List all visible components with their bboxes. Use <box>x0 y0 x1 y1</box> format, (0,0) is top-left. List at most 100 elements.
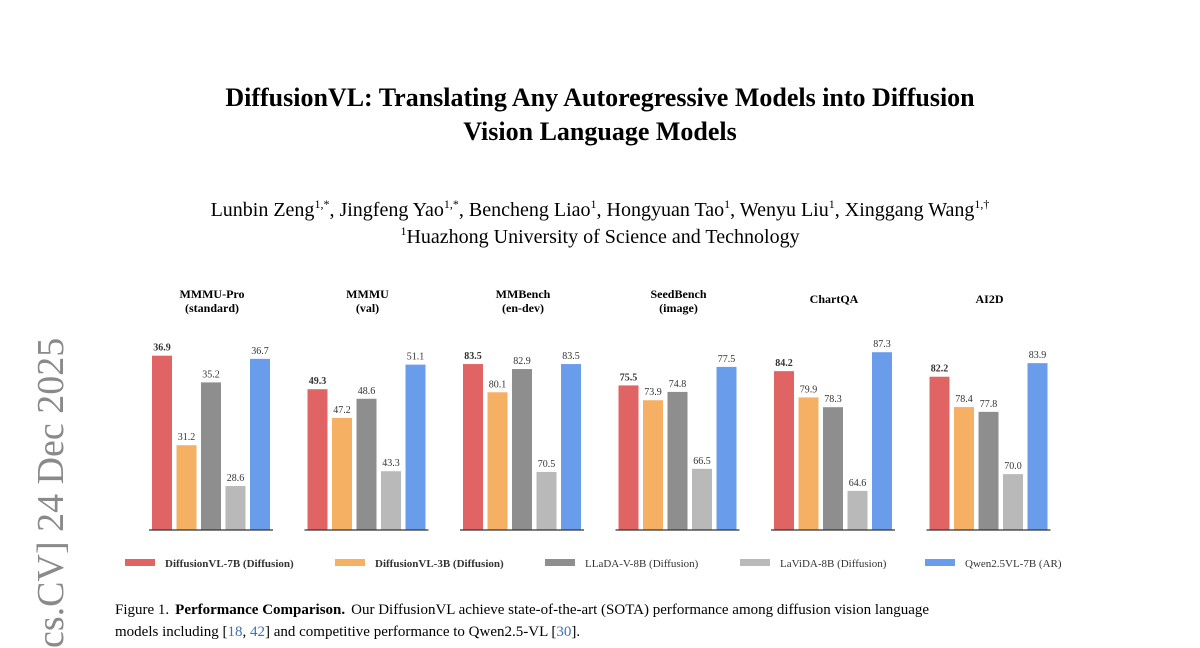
value-label: 36.9 <box>153 343 171 354</box>
legend-label: DiffusionVL-3B (Diffusion) <box>375 558 504 570</box>
legend-swatch <box>545 559 575 566</box>
paper-title: Vision Language Models <box>463 117 737 146</box>
bar <box>643 400 663 530</box>
value-label: 75.5 <box>620 372 638 383</box>
bar <box>176 445 197 530</box>
value-label: 47.2 <box>333 405 351 416</box>
bar <box>847 490 868 530</box>
legend-swatch <box>125 559 155 566</box>
author-sup: 1 <box>724 197 730 211</box>
affiliation: 1Huazhong University of Science and Tech… <box>400 224 799 248</box>
panel-title: SeedBench <box>650 287 706 301</box>
value-label: 28.6 <box>227 473 245 484</box>
author-sup: 1,* <box>444 197 459 211</box>
paper-title: DiffusionVL: Translating Any Autoregress… <box>225 83 975 112</box>
value-label: 74.8 <box>669 379 687 390</box>
bar <box>872 352 892 530</box>
bar <box>332 417 352 530</box>
arxiv-sidebar: cs.CV] 24 Dec 2025 <box>30 338 72 648</box>
value-label: 83.9 <box>1029 350 1047 361</box>
caption-line: models including [18, 42] and competitiv… <box>115 624 580 640</box>
bar <box>774 371 794 530</box>
panel-title: (val) <box>356 301 379 315</box>
bar <box>929 376 950 530</box>
value-label: 83.5 <box>464 351 482 362</box>
bar <box>618 385 639 530</box>
panel-title: MMMU-Pro <box>179 287 244 301</box>
panel-title: (image) <box>659 301 698 315</box>
bar <box>512 369 532 530</box>
legend-label: Qwen2.5VL-7B (AR) <box>965 558 1062 570</box>
caption-line: Figure 1. Performance Comparison. Our Diff… <box>115 602 929 618</box>
bar <box>487 392 508 530</box>
value-label: 51.1 <box>407 352 425 363</box>
legend-label: LLaDA-V-8B (Diffusion) <box>585 558 699 570</box>
bar <box>692 468 712 530</box>
panel-title: AI2D <box>975 292 1003 306</box>
affiliation-sup: 1 <box>400 224 406 238</box>
value-label: 73.9 <box>644 387 662 398</box>
value-label: 79.9 <box>800 384 818 395</box>
bar <box>152 355 172 530</box>
author-name: , Xinggang Wang <box>835 199 975 221</box>
value-label: 82.9 <box>513 356 531 367</box>
caption-text: , <box>243 624 251 640</box>
panel-title: MMBench <box>496 287 551 301</box>
value-label: 78.3 <box>824 394 842 405</box>
legend-swatch <box>925 559 955 566</box>
value-label: 43.3 <box>382 458 400 469</box>
legend-swatch <box>335 559 365 566</box>
bar <box>978 411 999 530</box>
bar <box>463 364 483 530</box>
citation-link[interactable]: 18 <box>228 624 243 640</box>
value-label: 84.2 <box>775 358 793 369</box>
bar <box>823 407 843 530</box>
bar <box>1027 363 1048 530</box>
bar <box>798 397 819 530</box>
author-sup: 1 <box>829 197 835 211</box>
bar <box>1003 474 1023 530</box>
value-label: 70.0 <box>1004 461 1022 472</box>
value-label: 77.8 <box>980 399 998 410</box>
bar <box>250 358 270 530</box>
author-name: , Jingfeng Yao <box>329 199 443 221</box>
author-name: , Wenyu Liu <box>730 199 829 221</box>
caption-heading: Performance Comparison. <box>175 602 345 618</box>
value-label: 36.7 <box>251 346 269 357</box>
caption-text: ]. <box>571 624 580 640</box>
bar <box>954 407 974 530</box>
authors: Lunbin Zeng1,*, Jingfeng Yao1,*, Benchen… <box>211 197 990 221</box>
author-name: Lunbin Zeng <box>211 199 315 221</box>
value-label: 78.4 <box>955 394 973 405</box>
value-label: 80.1 <box>489 379 507 390</box>
caption-text: Our DiffusionVL achieve state-of-the-art… <box>351 602 929 618</box>
affiliation-name: Huazhong University of Science and Techn… <box>406 226 799 248</box>
bar <box>225 486 246 530</box>
author-sup: 1,* <box>314 197 329 211</box>
panel-title: (standard) <box>185 301 239 315</box>
author-name: , Bencheng Liao <box>459 199 591 221</box>
bar <box>716 366 737 530</box>
author-name: , Hongyuan Tao <box>597 199 725 221</box>
citation-link[interactable]: 42 <box>250 624 265 640</box>
value-label: 31.2 <box>178 432 196 443</box>
legend-label: LaViDA-8B (Diffusion) <box>780 558 887 570</box>
value-label: 82.2 <box>931 364 949 375</box>
bar <box>667 391 688 530</box>
value-label: 70.5 <box>538 459 556 470</box>
figure: MMMU-Pro(standard) 36.9 31.2 35.2 28.6 36.7 MM… <box>125 287 1062 570</box>
panel-title: ChartQA <box>810 292 859 306</box>
value-label: 49.3 <box>309 376 327 387</box>
value-label: 66.5 <box>693 456 711 467</box>
bar <box>381 471 401 530</box>
citation-link[interactable]: 30 <box>556 624 571 640</box>
caption-text: models including [ <box>115 624 228 640</box>
panel-title: MMMU <box>346 287 389 301</box>
bar <box>536 471 557 530</box>
bar <box>405 364 426 530</box>
panel-title: (en-dev) <box>502 301 544 315</box>
bar <box>356 398 377 530</box>
value-label: 64.6 <box>849 478 867 489</box>
caption-text: ] and competitive performance to Qwen2.5… <box>265 624 556 640</box>
